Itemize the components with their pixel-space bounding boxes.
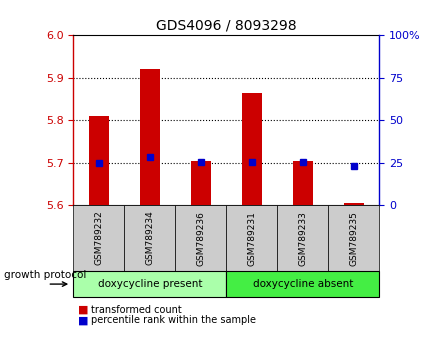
Bar [343, 203, 363, 205]
Text: ■: ■ [77, 305, 88, 315]
Text: GSM789236: GSM789236 [196, 211, 205, 266]
Bar [292, 161, 312, 205]
Bar [190, 161, 211, 205]
Text: GSM789234: GSM789234 [145, 211, 154, 266]
Text: doxycycline absent: doxycycline absent [252, 279, 352, 289]
Bar [241, 93, 261, 205]
Text: GSM789231: GSM789231 [247, 211, 256, 266]
Bar [89, 116, 109, 205]
Text: GSM789232: GSM789232 [94, 211, 103, 266]
Text: ■: ■ [77, 315, 88, 325]
Text: GSM789235: GSM789235 [348, 211, 357, 266]
Title: GDS4096 / 8093298: GDS4096 / 8093298 [156, 19, 296, 33]
Text: GSM789233: GSM789233 [298, 211, 307, 266]
Text: percentile rank within the sample: percentile rank within the sample [90, 315, 255, 325]
Text: transformed count: transformed count [90, 305, 181, 315]
Text: doxycycline present: doxycycline present [97, 279, 202, 289]
Bar [139, 69, 160, 205]
Text: growth protocol: growth protocol [4, 270, 86, 280]
